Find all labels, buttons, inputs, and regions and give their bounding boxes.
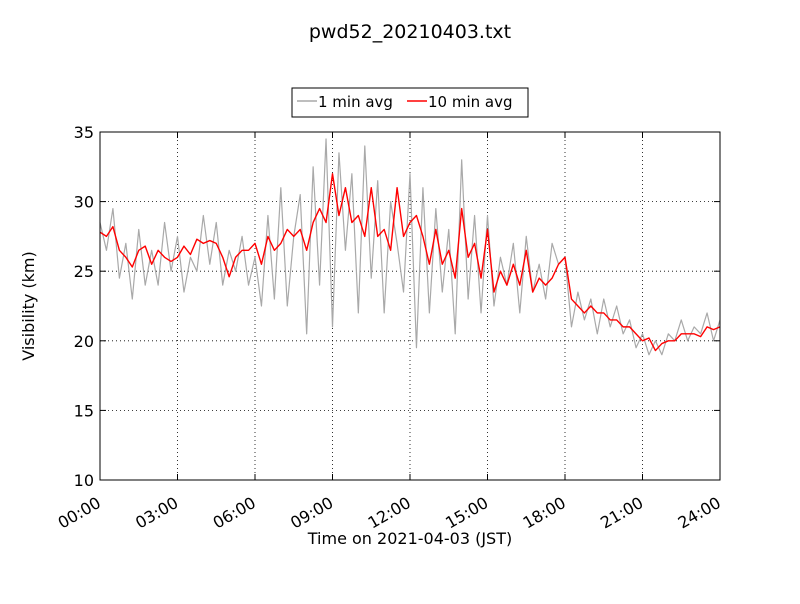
series-line-1-min-avg (99, 138, 721, 356)
x-axis-label: Time on 2021-04-03 (JST) (307, 529, 512, 548)
series-layer (99, 138, 721, 356)
legend-box (291, 87, 529, 118)
legend-label-10-min-avg: 10 min avg (428, 93, 513, 111)
series-line-10-min-avg (99, 173, 721, 352)
chart-title: pwd52_20210403.txt (309, 21, 511, 43)
y-tick-label: 15 (74, 401, 94, 420)
y-tick-label: 10 (74, 471, 94, 490)
y-tick-label: 35 (74, 123, 94, 142)
legend-label-1-min-avg: 1 min avg (318, 93, 393, 111)
legend: 1 min avg 10 min avg (291, 87, 529, 118)
y-tick-label: 25 (74, 262, 94, 281)
grid-layer (100, 132, 720, 480)
y-tick-label: 30 (74, 193, 94, 212)
y-axis-label: Visibility (km) (19, 251, 38, 360)
y-tick-label: 20 (74, 332, 94, 351)
